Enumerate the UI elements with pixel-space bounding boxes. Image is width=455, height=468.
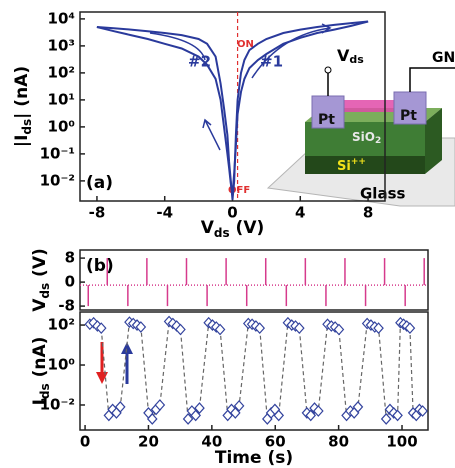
x-axis-label-part: V [201, 218, 215, 238]
x-tick-label: 80 [328, 433, 349, 451]
y-axis-label-part: ds [20, 119, 34, 135]
x-axis-label-part: ds [214, 226, 230, 240]
y-tick-label: -8 [58, 297, 75, 315]
vds-terminal [325, 67, 331, 73]
y-tick-label: 10⁻² [40, 171, 75, 189]
y-axis-label: Vds (V) [30, 248, 52, 312]
y-axis-label-part: V [30, 298, 50, 312]
marker [382, 414, 391, 424]
y-axis-label: |Ids| (nA) [12, 66, 34, 147]
x-tick-label: -4 [156, 204, 173, 222]
y-tick-label: 10⁴ [48, 9, 75, 27]
dashed-trace [90, 322, 423, 420]
x-tick-label: 100 [386, 433, 417, 451]
sweep-label: #2 [188, 53, 211, 71]
y-tick-label: 10⁰ [48, 117, 75, 135]
x-tick-label: 20 [138, 433, 159, 451]
inset-device: Vds GN Pt Pt SiO2 Si++ Glass [268, 46, 455, 207]
x-tick-label: -8 [89, 204, 106, 222]
x-axis-label: Vds (V) [201, 218, 265, 240]
figure: Vds GN Pt Pt SiO2 Si++ Glass ON OFF #2 #… [0, 0, 455, 468]
panel-label: (b) [86, 256, 114, 276]
x-axis-label-part: (V) [230, 218, 265, 238]
arrow-head [96, 372, 108, 384]
y-axis-label-part: (nA) [30, 337, 50, 384]
inset-pt: Pt [400, 108, 417, 124]
y-tick-label: 10³ [48, 36, 75, 54]
y-tick-label: 10² [48, 316, 75, 334]
y-axis-label-part: | (nA) [12, 66, 32, 119]
y-axis-label-part: (V) [30, 248, 50, 283]
y-tick-label: 8 [65, 249, 75, 267]
y-tick-label: 10⁻¹ [40, 144, 75, 162]
y-axis-label-part: |I [12, 135, 32, 148]
y-axis-label-part: ds [38, 283, 52, 299]
gnd-wire [410, 68, 455, 92]
plot-frame [80, 250, 428, 310]
inset-glass: Glass [360, 185, 406, 203]
y-axis-label: Ids (nA) [30, 337, 52, 406]
x-tick-label: 0 [80, 433, 90, 451]
inset-vds: Vds [337, 46, 364, 67]
arrow [205, 120, 220, 150]
y-axis-label-part: ds [38, 383, 52, 399]
x-tick-label: 4 [295, 204, 305, 222]
inset-pt: Pt [318, 112, 335, 128]
y-tick-label: 10² [48, 63, 75, 81]
panel-label: (a) [86, 173, 113, 193]
x-tick-label: 8 [363, 204, 373, 222]
inset-gnd: GN [432, 50, 455, 66]
y-tick-label: 10⁰ [48, 356, 75, 374]
y-tick-label: 0 [65, 273, 75, 291]
x-axis-label: Time (s) [215, 448, 293, 468]
y-tick-label: 10¹ [48, 90, 75, 108]
